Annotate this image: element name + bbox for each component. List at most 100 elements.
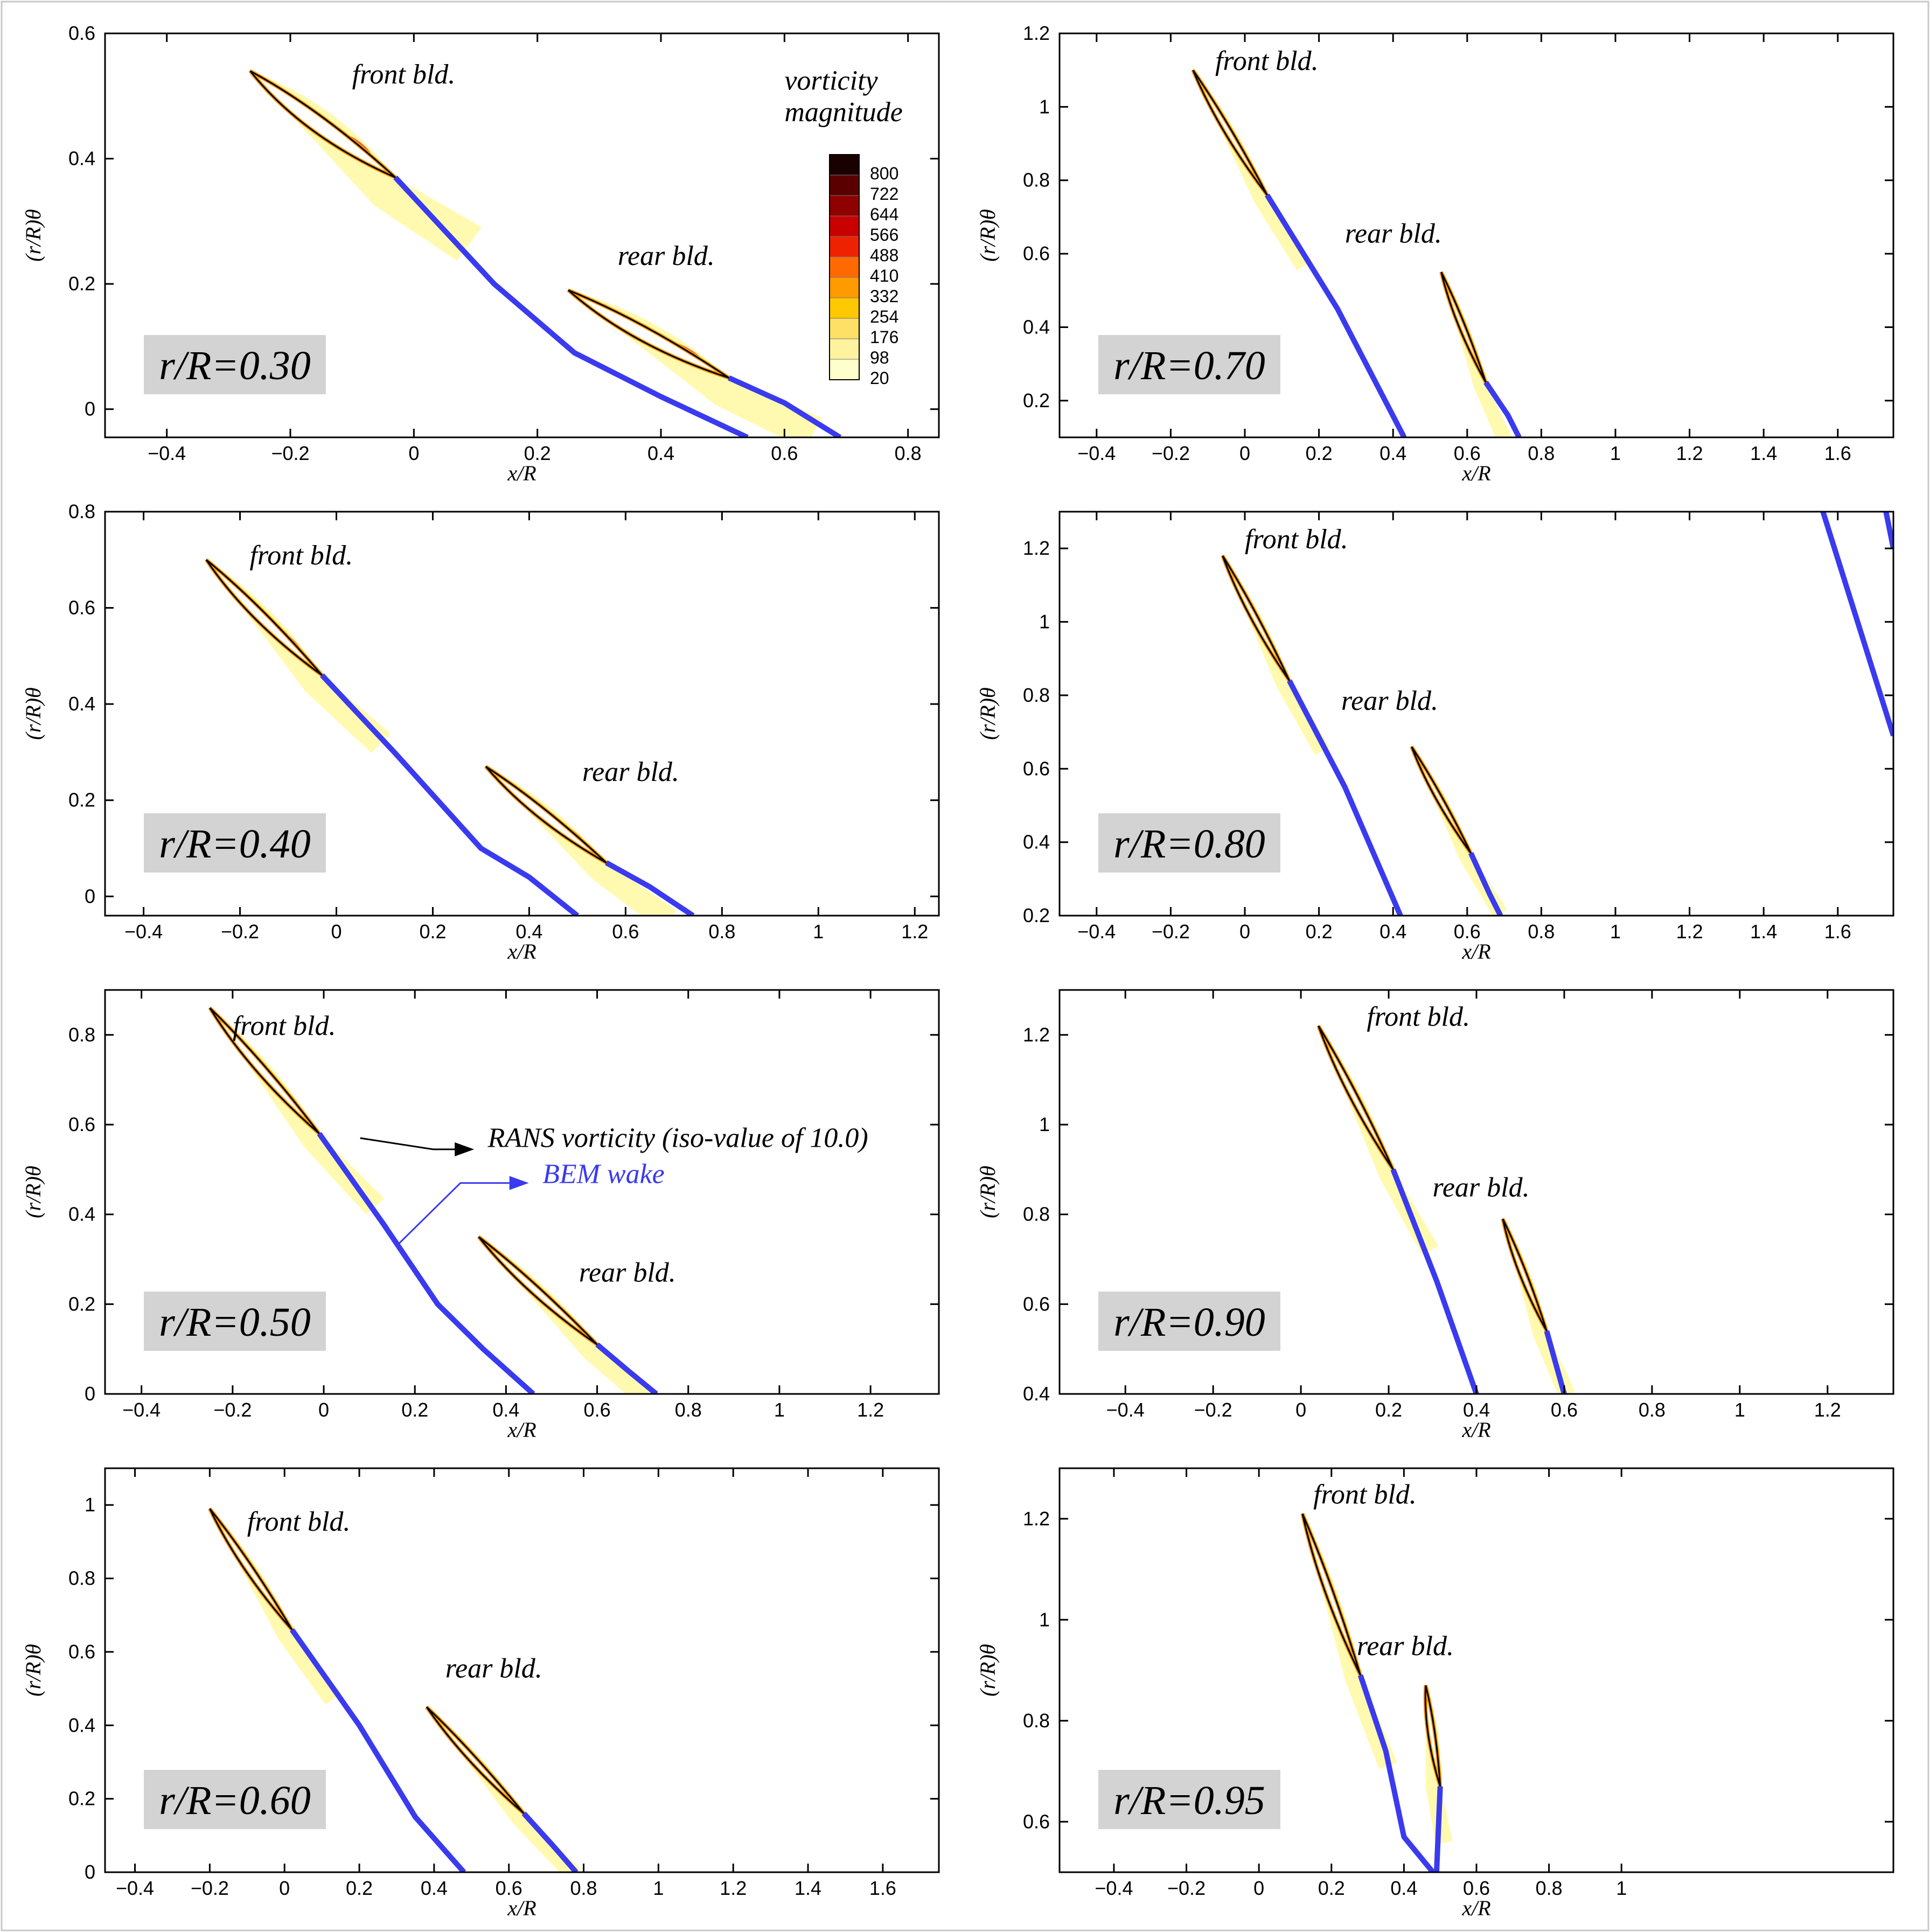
x-tick-label: 0.6	[1454, 920, 1481, 943]
x-tick-label: 0.4	[421, 1877, 448, 1899]
x-tick-label: 1.6	[1824, 920, 1851, 943]
colorbar-label: 644	[870, 205, 898, 224]
bem-wake-line-2	[1544, 1330, 1567, 1394]
x-tick-label: 0.6	[1454, 442, 1481, 464]
colorbar-swatch	[829, 195, 860, 217]
axes-frame	[104, 1467, 940, 1873]
x-tick-label: −0.4	[122, 1399, 161, 1421]
x-tick-label: 0.2	[524, 442, 551, 464]
y-tick-label: 1.2	[1023, 22, 1050, 44]
y-axis-label: (r/R)θ	[21, 1166, 45, 1218]
x-axis-label: x/R	[507, 939, 536, 964]
x-tick-label: 0.2	[401, 1399, 428, 1421]
x-tick-label: 0	[279, 1877, 290, 1899]
x-tick-label: 0.8	[708, 920, 735, 943]
y-tick-label: 0.4	[68, 148, 95, 170]
y-tick-label: 0.4	[68, 693, 95, 715]
annotation: front bld.	[1215, 46, 1319, 76]
x-tick-label: 0	[1239, 442, 1250, 464]
colorbar-swatch	[829, 236, 860, 257]
annotation: front bld.	[352, 59, 456, 90]
x-tick-label: 0.2	[1306, 920, 1333, 943]
panel-6: −0.4 −0.2 0 0.2 0.4 0.6 0.8 1 1.2 0.4 0.6 0.8 1 1.2 x/…	[976, 989, 1894, 1442]
x-tick-label: −0.4	[1095, 1877, 1133, 1899]
x-tick-label: 1.2	[1676, 920, 1703, 943]
x-tick-label: −0.4	[116, 1877, 154, 1899]
bem-wake-line-1	[1265, 193, 1407, 437]
x-tick-label: 0	[331, 920, 342, 943]
bem-wake-line-2	[1433, 1786, 1443, 1872]
x-tick-label: 0.6	[771, 442, 798, 464]
x-tick-label: 1.2	[1676, 442, 1703, 464]
x-tick-label: 1	[774, 1399, 785, 1421]
x-tick-label: 0	[408, 442, 419, 464]
station-badge	[144, 813, 326, 873]
x-tick-label: 0.4	[1379, 920, 1406, 943]
rear-blade-outline	[1411, 746, 1472, 854]
x-tick-label: 0.4	[1463, 1399, 1490, 1421]
bem-wake-line-1	[320, 673, 580, 916]
annotation: rear bld.	[1345, 219, 1442, 249]
x-tick-label: 0	[1239, 920, 1250, 943]
colorbar-label: 254	[870, 307, 898, 326]
y-tick-label: 0.6	[68, 22, 95, 44]
axes-frame	[1058, 511, 1894, 917]
x-tick-label: −0.4	[148, 442, 186, 464]
x-tick-label: 0.8	[1639, 1399, 1666, 1421]
panel-4: −0.4 −0.2 0 0.2 0.4 0.6 0.8 1 1.2 1.4 1.6 0.2 0.4 0.6…	[976, 511, 1894, 964]
x-tick-label: 0.6	[584, 1399, 611, 1421]
bem-wake-line-2	[1468, 852, 1503, 916]
y-tick-label: 0.8	[68, 1567, 95, 1589]
y-tick-label: 1	[1039, 1113, 1050, 1135]
x-axis-label: x/R	[1461, 1896, 1490, 1920]
x-axis-label: x/R	[1461, 939, 1490, 964]
annotation: rear bld.	[579, 1258, 676, 1288]
axes-frame	[104, 32, 940, 438]
x-tick-label: −0.4	[124, 920, 163, 943]
y-tick-label: 0.6	[68, 1641, 95, 1663]
y-axis-label: (r/R)θ	[21, 1644, 45, 1696]
rear-blade-outline	[1440, 271, 1487, 383]
front-blade-outline	[205, 559, 323, 676]
annotation: rear bld.	[618, 241, 715, 271]
y-tick-label: 1.2	[1023, 1508, 1050, 1530]
colorbar-label: 176	[870, 327, 898, 347]
colorbar-label: 800	[870, 164, 898, 183]
bem-wake-line-1	[1287, 679, 1403, 916]
y-tick-label: 0	[85, 885, 95, 907]
rear-blade-outline	[1502, 1218, 1548, 1332]
station-label: r/R=0.50	[159, 1300, 310, 1345]
y-tick-label: 1	[1039, 611, 1050, 633]
station-label: r/R=0.60	[159, 1778, 310, 1823]
colorbar-swatch	[829, 277, 860, 298]
x-tick-label: 0.2	[1306, 442, 1333, 464]
rear-blade-outline	[568, 289, 729, 379]
colorbar-swatch	[829, 297, 860, 319]
panel-5: −0.4 −0.2 0 0.2 0.4 0.6 0.8 1 1.2 0 0.2 0.4 0.6 0.8 x/…	[21, 989, 940, 1442]
bem-wake-line-1	[393, 176, 749, 437]
x-tick-label: 0.4	[1390, 1877, 1417, 1899]
annotation: vorticity	[784, 66, 878, 96]
bem-wake-line-1	[1390, 1168, 1479, 1394]
plot-content	[1316, 1024, 1575, 1394]
x-axis-label: x/R	[507, 1418, 536, 1442]
x-axis-label: x/R	[1461, 1418, 1490, 1442]
x-tick-label: 0	[1295, 1399, 1306, 1421]
annotation: front bld.	[249, 540, 353, 571]
y-tick-label: 0.4	[1023, 1383, 1050, 1405]
annotation: BEM wake	[542, 1159, 665, 1189]
station-label: r/R=0.40	[159, 821, 310, 867]
y-tick-label: 0.2	[68, 1293, 95, 1315]
x-tick-label: 1.6	[869, 1877, 896, 1899]
y-tick-label: 0.6	[68, 597, 95, 619]
x-tick-label: 0.8	[1528, 920, 1555, 943]
x-tick-label: 0.8	[570, 1877, 597, 1899]
y-axis-label: (r/R)θ	[976, 1166, 1000, 1218]
y-tick-label: 0	[85, 1383, 95, 1405]
x-tick-label: −0.2	[221, 920, 259, 943]
x-axis-label: x/R	[1461, 461, 1490, 485]
colorbar-swatch	[829, 359, 860, 380]
panel-7: −0.4 −0.2 0 0.2 0.4 0.6 0.8 1 1.2 1.4 1.6 0 0.2 0.4 0.…	[21, 1467, 940, 1920]
colorbar-label: 332	[870, 287, 898, 306]
annotation: front bld.	[1313, 1480, 1417, 1510]
